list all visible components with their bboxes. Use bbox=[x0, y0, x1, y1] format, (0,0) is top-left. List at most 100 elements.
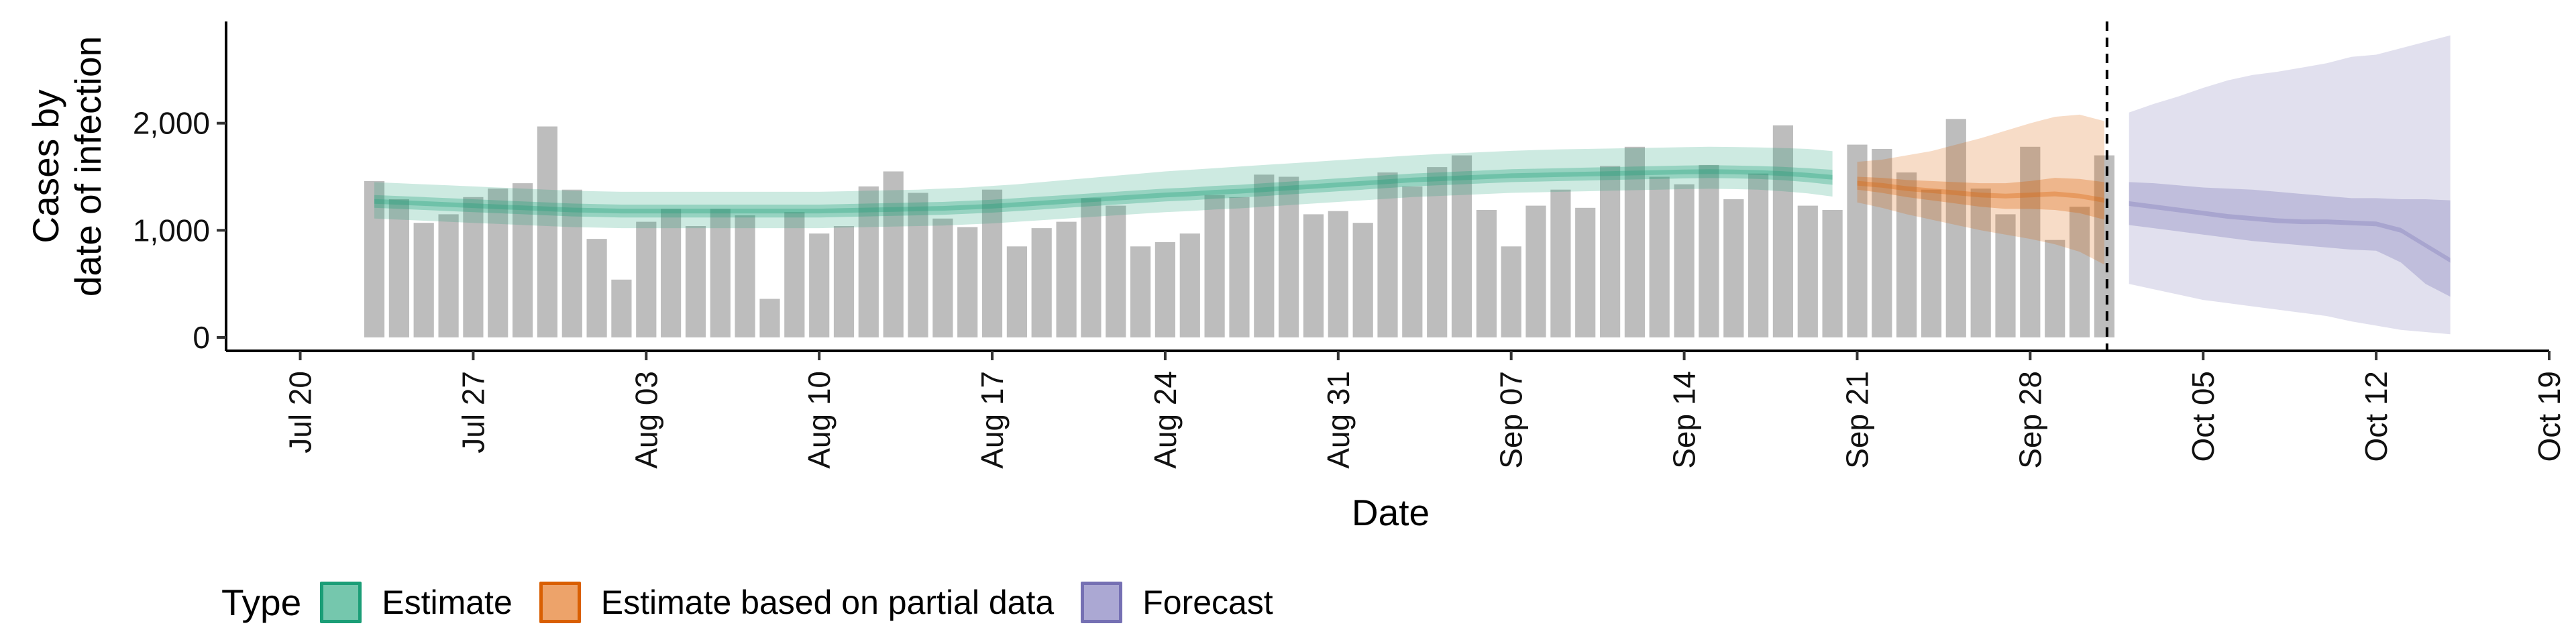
bar-39 bbox=[1328, 211, 1348, 337]
bar-36 bbox=[1254, 174, 1275, 337]
bar-34 bbox=[1204, 195, 1225, 337]
bar-40 bbox=[1352, 223, 1373, 337]
bar-47 bbox=[1525, 205, 1546, 337]
bar-21 bbox=[883, 171, 904, 337]
bar-69 bbox=[2069, 207, 2090, 337]
estimate-band-50 bbox=[374, 165, 1833, 218]
bar-70 bbox=[2094, 155, 2114, 337]
bar-41 bbox=[1377, 172, 1398, 337]
x-tick-label-7: Sep 07 bbox=[1494, 371, 1529, 469]
bar-55 bbox=[1723, 199, 1744, 337]
bar-25 bbox=[981, 189, 1003, 337]
bar-17 bbox=[784, 212, 805, 337]
bar-66 bbox=[1995, 214, 2016, 337]
bar-12 bbox=[661, 209, 682, 337]
x-tick-label-3: Aug 10 bbox=[802, 371, 837, 469]
bar-38 bbox=[1303, 214, 1324, 337]
bar-13 bbox=[685, 226, 706, 337]
bar-53 bbox=[1674, 184, 1695, 337]
bar-4 bbox=[463, 197, 484, 337]
legend-swatch-partial bbox=[539, 582, 581, 623]
legend-label-forecast: Forecast bbox=[1142, 584, 1273, 621]
bar-60 bbox=[1847, 144, 1868, 337]
bar-27 bbox=[1031, 228, 1052, 337]
x-tick-label-9: Sep 21 bbox=[1840, 371, 1875, 469]
bar-9 bbox=[586, 239, 607, 337]
bar-3 bbox=[438, 214, 459, 337]
bar-63 bbox=[1921, 189, 1942, 337]
bar-58 bbox=[1797, 205, 1818, 337]
legend-item-estimate: Estimate bbox=[320, 582, 513, 623]
bars bbox=[364, 119, 2114, 338]
x-tick-label-12: Oct 12 bbox=[2359, 371, 2394, 462]
x-tick-label-11: Oct 05 bbox=[2186, 371, 2220, 462]
bar-5 bbox=[488, 189, 508, 337]
bar-52 bbox=[1649, 176, 1670, 337]
bar-68 bbox=[2045, 239, 2065, 337]
bar-32 bbox=[1155, 241, 1175, 337]
x-tick-label-8: Sep 14 bbox=[1667, 371, 1702, 469]
x-tick-label-5: Aug 24 bbox=[1148, 371, 1183, 469]
bar-18 bbox=[809, 233, 830, 337]
y-tick-label-0: 0 bbox=[193, 320, 210, 355]
legend-item-partial: Estimate based on partial data bbox=[539, 582, 1054, 623]
bar-7 bbox=[537, 126, 557, 337]
bar-11 bbox=[636, 221, 657, 337]
partial-median-band bbox=[1857, 180, 2104, 203]
x-axis-title: Date bbox=[1352, 492, 1430, 533]
bar-56 bbox=[1748, 173, 1769, 337]
ribbons bbox=[374, 35, 2451, 335]
y-tick-label-1: 1,000 bbox=[133, 213, 210, 248]
x-tick-label-2: Aug 03 bbox=[629, 371, 663, 469]
bar-42 bbox=[1402, 186, 1423, 337]
bar-1 bbox=[388, 199, 409, 337]
x-tick-label-6: Aug 31 bbox=[1321, 371, 1356, 469]
bar-24 bbox=[957, 227, 978, 337]
bar-51 bbox=[1624, 146, 1645, 338]
bar-22 bbox=[908, 193, 928, 337]
bar-49 bbox=[1575, 207, 1596, 337]
bar-14 bbox=[710, 209, 731, 337]
bar-61 bbox=[1872, 149, 1892, 337]
bar-67 bbox=[2020, 146, 2041, 338]
bar-19 bbox=[833, 226, 855, 337]
bar-43 bbox=[1427, 167, 1448, 337]
bar-0 bbox=[364, 180, 385, 337]
legend-label-estimate: Estimate bbox=[382, 584, 513, 621]
bar-8 bbox=[561, 189, 582, 337]
bar-46 bbox=[1501, 246, 1521, 337]
forecast-band-90 bbox=[2129, 35, 2451, 335]
bar-57 bbox=[1772, 125, 1793, 337]
bar-16 bbox=[759, 299, 780, 337]
legend-swatch-forecast bbox=[1081, 582, 1123, 623]
forecast-median-band bbox=[2129, 201, 2451, 263]
bar-10 bbox=[611, 279, 632, 337]
forecast-band-50 bbox=[2129, 182, 2451, 297]
x-tick-label-13: Oct 19 bbox=[2532, 371, 2567, 462]
legend-title: Type bbox=[221, 582, 302, 623]
bar-64 bbox=[1945, 119, 1966, 338]
bar-29 bbox=[1081, 198, 1102, 337]
bar-20 bbox=[858, 186, 879, 337]
estimate-band-90 bbox=[374, 146, 1833, 229]
bar-35 bbox=[1229, 197, 1250, 337]
bar-50 bbox=[1600, 166, 1621, 337]
bar-31 bbox=[1130, 246, 1151, 337]
bar-33 bbox=[1179, 233, 1200, 337]
bar-30 bbox=[1106, 205, 1126, 337]
bar-26 bbox=[1006, 246, 1027, 337]
estimate-median-band bbox=[374, 169, 1833, 214]
y-tick-label-2: 2,000 bbox=[133, 106, 210, 141]
bar-44 bbox=[1451, 155, 1472, 337]
partial-band-90 bbox=[1857, 114, 2104, 265]
bar-2 bbox=[413, 223, 434, 337]
bar-37 bbox=[1279, 176, 1299, 337]
bar-28 bbox=[1056, 221, 1077, 337]
y-axis-title-line-2: date of infection bbox=[67, 36, 109, 297]
bar-62 bbox=[1896, 172, 1917, 337]
bar-23 bbox=[932, 218, 953, 337]
partial-band-50 bbox=[1857, 176, 2104, 220]
x-tick-label-0: Jul 20 bbox=[283, 371, 318, 453]
axes: 0 1,000 2,000 Jul 20 Jul 27 Aug 03 Aug 10 Aug 1… bbox=[133, 21, 2567, 469]
